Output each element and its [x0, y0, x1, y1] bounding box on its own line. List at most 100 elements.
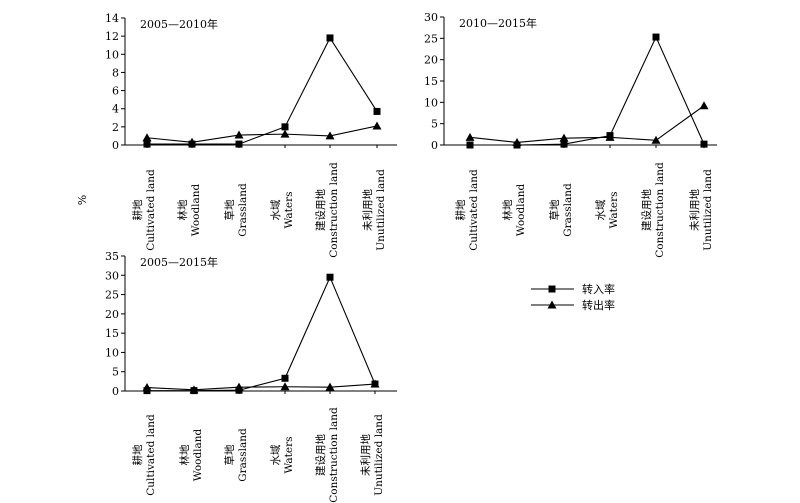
series-line	[146, 125, 378, 143]
data-point	[187, 137, 197, 146]
data-point	[372, 121, 382, 130]
legend-item-1: 转入率	[531, 282, 615, 296]
y-tick-label: 5	[431, 118, 438, 131]
data-point	[189, 385, 199, 394]
series-line	[147, 275, 376, 392]
legend-label: 转出率	[582, 298, 615, 312]
data-point	[699, 101, 709, 110]
legend-item-2: 转出率	[531, 298, 615, 312]
data-point	[326, 34, 334, 42]
category-label-en: Waters	[608, 192, 620, 229]
y-tick-label: 0	[431, 139, 438, 152]
category-label-cn: 耕地	[131, 199, 144, 220]
category-label-en: Unutilized land	[702, 169, 714, 251]
y-tick-label: 30	[424, 11, 438, 24]
category-label-en: Grassland	[237, 183, 249, 237]
series-transfer-out	[465, 101, 709, 146]
category-label-en: Grassland	[562, 183, 574, 237]
category-label-cn: 未利用地	[361, 189, 374, 231]
series-line	[470, 35, 705, 146]
category-label-cn: 建设用地	[314, 434, 327, 476]
legend-label: 转入率	[582, 282, 615, 296]
data-point	[466, 141, 474, 149]
y-tick-label: 30	[105, 269, 119, 282]
y-tick-label: 25	[424, 32, 438, 45]
category-label-cn: 未利用地	[688, 189, 701, 231]
data-point	[234, 382, 244, 391]
category-label-cn: 草地	[223, 444, 236, 465]
y-tick-label: 8	[112, 66, 119, 79]
series-transfer-in	[143, 34, 381, 148]
y-tick-label: 0	[112, 139, 119, 152]
category-label-cn: 水域	[594, 199, 607, 220]
category-label-en: Woodland	[515, 183, 527, 236]
y-tick-label: 6	[112, 85, 119, 98]
y-tick-label: 12	[105, 30, 119, 43]
panel-title: 2005—2010年	[140, 17, 218, 31]
y-tick-label: 2	[112, 121, 119, 134]
data-point	[235, 140, 243, 148]
category-label-cn: 草地	[223, 199, 236, 220]
category-label-cn: 水域	[269, 444, 282, 465]
y-tick-label: 15	[424, 75, 438, 88]
data-point	[280, 382, 290, 391]
category-label-en: Unutilized land	[373, 414, 385, 496]
category-label-cn: 耕地	[131, 444, 144, 465]
category-label-cn: 林地	[176, 199, 189, 220]
category-label-en: Woodland	[192, 428, 204, 481]
series-transfer-out	[142, 379, 380, 394]
series-transfer-in	[143, 273, 379, 395]
category-label-cn: 建设用地	[314, 189, 327, 231]
data-point	[281, 374, 289, 382]
y-tick-label: 25	[105, 289, 119, 302]
y-tick-label: 20	[424, 54, 438, 67]
y-tick-label: 10	[105, 48, 119, 61]
y-tick-label: 4	[112, 103, 119, 116]
legend-marker	[548, 285, 556, 293]
data-point	[651, 135, 661, 144]
y-tick-label: 20	[105, 308, 119, 321]
series-transfer-out	[142, 121, 382, 146]
y-tick-label: 10	[424, 96, 438, 109]
series-line	[146, 383, 376, 391]
category-label-en: Unutilized land	[375, 169, 387, 251]
data-point	[605, 132, 615, 141]
data-point	[326, 273, 334, 281]
category-label-en: Grassland	[237, 428, 249, 482]
y-tick-label: 14	[105, 12, 119, 25]
category-label-en: Construction land	[328, 407, 340, 503]
data-point	[560, 140, 568, 148]
data-point	[325, 131, 335, 140]
category-label-en: Waters	[283, 437, 295, 474]
series-transfer-in	[466, 33, 708, 149]
category-label-en: Woodland	[190, 183, 202, 236]
data-point	[373, 107, 381, 115]
category-label-en: Waters	[283, 192, 295, 229]
y-axis-label: %	[76, 195, 89, 205]
data-point	[234, 130, 244, 139]
y-tick-label: 15	[105, 327, 119, 340]
data-point	[559, 133, 569, 142]
data-point	[700, 140, 708, 148]
y-tick-label: 0	[112, 385, 119, 398]
panel-title: 2010—2015年	[459, 16, 537, 30]
data-point	[512, 137, 522, 146]
panel-title: 2005—2015年	[140, 255, 218, 269]
category-label-cn: 草地	[548, 199, 561, 220]
y-tick-label: 35	[105, 250, 119, 263]
data-point	[465, 132, 475, 141]
data-point	[652, 33, 660, 41]
series-line	[469, 105, 705, 143]
category-label-en: Cultivated land	[145, 169, 157, 251]
category-label-cn: 建设用地	[640, 189, 653, 231]
data-point	[325, 382, 335, 391]
category-label-cn: 林地	[501, 199, 514, 220]
category-label-en: Construction land	[328, 162, 340, 258]
data-point	[281, 123, 289, 131]
